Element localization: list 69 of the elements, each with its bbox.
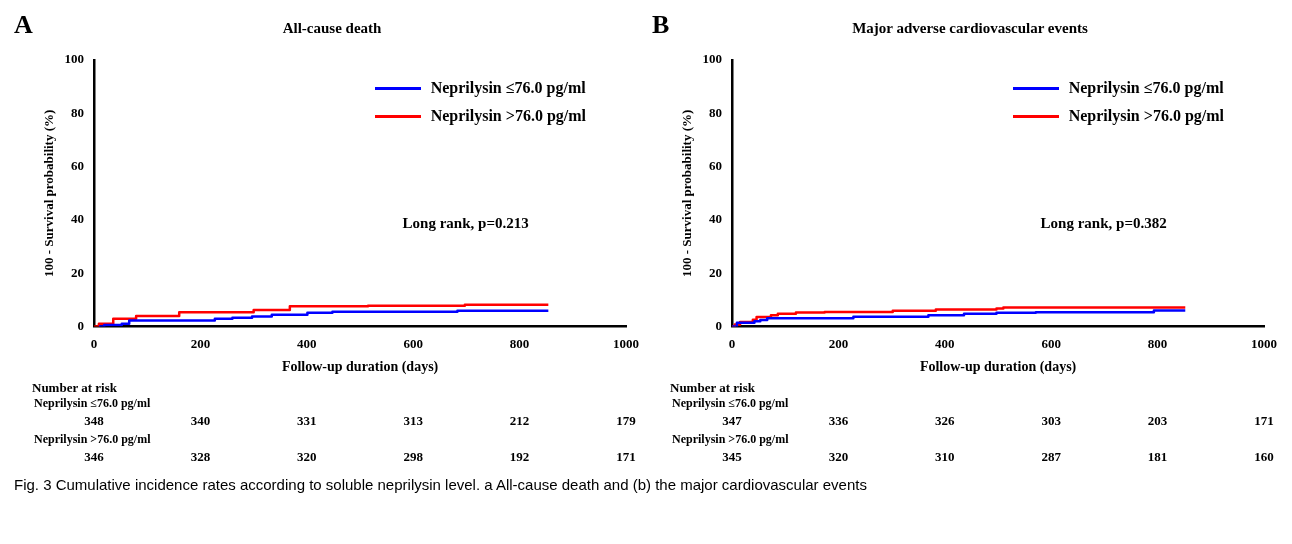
text: Neprilysin >76.0 pg/ml [672, 432, 789, 447]
legend-label: Neprilysin >76.0 pg/ml [430, 107, 586, 125]
y-tick-label: 0 [715, 317, 723, 333]
text: 326 [934, 413, 956, 429]
text: 203 [1146, 413, 1169, 429]
x-tick-label: 600 [403, 335, 423, 351]
y-axis-title: 100 - Survival probability (%) [679, 109, 695, 277]
y-tick-label: 80 [709, 104, 723, 120]
y-axis-title: 100 - Survival probability (%) [41, 109, 57, 277]
x-tick-label: 400 [297, 335, 317, 351]
text: 340 [189, 413, 212, 429]
text: 287 [1040, 449, 1062, 465]
caption: Fig. 3 Cumulative incidence rates according to soluble neprilysin level. a All-cause death and (b) the major cardiovascular events [14, 476, 868, 493]
x-tick-label: 0 [728, 335, 736, 351]
text: 298 [402, 449, 424, 465]
y-tick-label: 60 [71, 158, 85, 173]
y-tick-label: 100 [64, 51, 85, 67]
text: 320 [296, 449, 318, 465]
text: 310 [934, 449, 956, 465]
x-axis-title: Follow-up duration (days) [919, 359, 1077, 376]
x-tick-label: 1000 [1251, 335, 1277, 351]
legend-label: Neprilysin ≤76.0 pg/ml [1068, 79, 1224, 97]
text: 345 [721, 449, 743, 465]
y-tick-label: 0 [77, 317, 85, 333]
legend-label: Neprilysin >76.0 pg/ml [1068, 107, 1224, 125]
x-tick-label: 0 [90, 335, 98, 351]
text: 336 [827, 413, 850, 429]
x-axis-title: Follow-up duration (days) [281, 359, 439, 376]
x-tick-label: 800 [1147, 335, 1168, 351]
text: Neprilysin ≤76.0 pg/ml [34, 396, 151, 411]
text: 212 [508, 413, 531, 429]
text: 331 [296, 413, 318, 429]
x-tick-label: 400 [935, 335, 955, 351]
text: 181 [1146, 449, 1169, 465]
y-tick-label: 80 [71, 104, 85, 120]
chart-title: Major adverse cardiovascular events [852, 19, 1088, 36]
text: 303 [1040, 413, 1062, 429]
x-tick-label: 600 [1041, 335, 1061, 351]
x-tick-label: 200 [828, 335, 849, 351]
x-tick-label: 800 [509, 335, 530, 351]
chart-title: All-cause death [282, 19, 383, 36]
text: 171 [615, 449, 637, 465]
text: Neprilysin ≤76.0 pg/ml [672, 396, 789, 411]
legend-label: Neprilysin ≤76.0 pg/ml [430, 79, 586, 97]
annotation: Long rank, p=0.382 [1040, 214, 1167, 232]
text: 346 [83, 449, 105, 465]
y-tick-label: 40 [71, 211, 85, 227]
text: 192 [508, 449, 531, 465]
text: 160 [1253, 449, 1275, 465]
text: Neprilysin >76.0 pg/ml [34, 432, 151, 447]
x-tick-label: 1000 [613, 335, 639, 351]
y-tick-label: 60 [709, 158, 723, 173]
text: 313 [402, 413, 424, 429]
text: 347 [721, 413, 743, 429]
y-tick-label: 20 [709, 264, 723, 280]
text: 328 [189, 449, 212, 465]
text: B [652, 10, 670, 40]
text: Number at risk [670, 380, 755, 396]
text: 171 [1253, 413, 1275, 429]
y-tick-label: 40 [709, 211, 723, 227]
text: A [14, 10, 33, 40]
text: Number at risk [32, 380, 117, 396]
annotation: Long rank, p=0.213 [402, 214, 529, 232]
y-tick-label: 100 [702, 51, 723, 67]
text: 179 [615, 413, 637, 429]
text: 320 [827, 449, 850, 465]
text: 348 [83, 413, 105, 429]
y-tick-label: 20 [71, 264, 85, 280]
x-tick-label: 200 [190, 335, 211, 351]
